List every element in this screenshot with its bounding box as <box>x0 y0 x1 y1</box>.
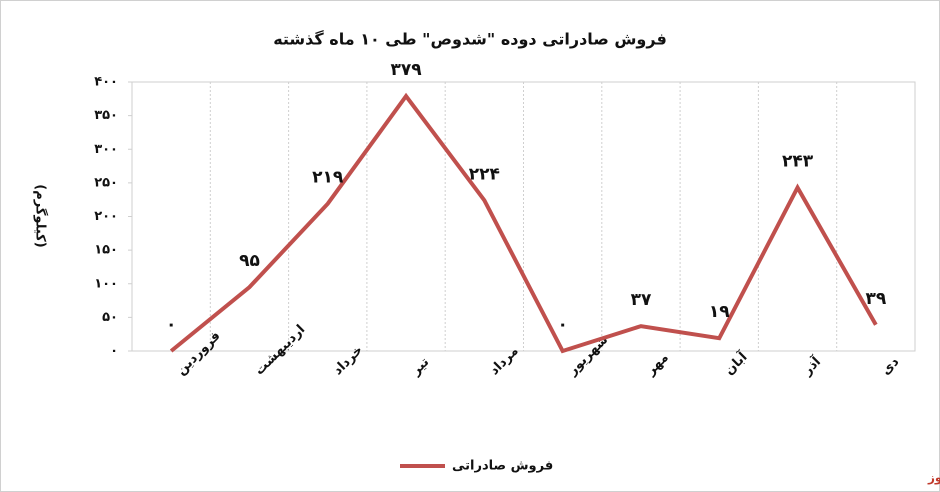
data-label: ۲۴۳ <box>782 152 814 172</box>
legend-label: فروش صادراتی <box>452 459 553 474</box>
y-tick-label: ۱۰۰ <box>94 276 118 291</box>
y-axis-label: (کیلوگرم) <box>33 184 49 247</box>
data-label: ۰ <box>166 315 176 335</box>
data-label: ۲۲۴ <box>469 164 500 184</box>
data-label: ۳۷۹ <box>390 60 422 80</box>
line-series <box>169 92 878 354</box>
source: بورس نیوز <box>927 471 940 486</box>
data-label: ۰ <box>557 315 567 335</box>
data-label: ۱۹ <box>709 302 730 322</box>
data-label: ۲۱۹ <box>312 168 344 188</box>
chart-title: فروش صادراتی دوده "شدوص" طی ۱۰ ماه گذشته <box>273 30 667 49</box>
y-tick-label: ۳۵۰ <box>94 108 118 123</box>
y-tick-label: ۴۰۰ <box>94 75 118 90</box>
y-tick-label: ۱۵۰ <box>94 243 118 258</box>
y-tick-label: ۲۰۰ <box>94 209 118 224</box>
y-tick-label: ۰ <box>110 344 118 359</box>
data-label: ۹۵ <box>239 251 260 271</box>
y-tick-label: ۵۰ <box>102 310 118 325</box>
data-label: ۳۹ <box>865 289 886 309</box>
y-tick-label: ۲۵۰ <box>94 175 118 190</box>
y-tick-label: ۳۰۰ <box>94 142 118 157</box>
data-label: ۳۷ <box>631 290 652 310</box>
